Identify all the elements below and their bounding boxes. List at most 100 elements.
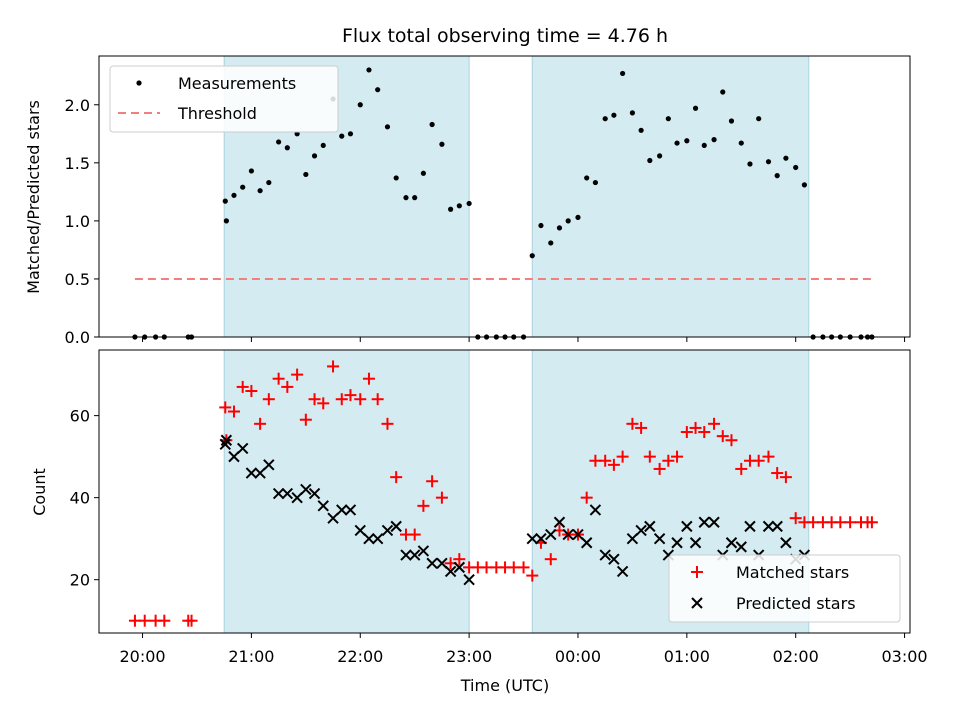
predicted-star-point [725, 537, 738, 549]
bottom-series [128, 360, 878, 627]
predicted-star-point [562, 528, 574, 541]
shaded-interval [223, 349, 470, 634]
predicted-star-point [580, 537, 593, 549]
matched-star-point [254, 417, 267, 430]
top-series [132, 67, 875, 340]
matched-star-point [680, 426, 693, 439]
predicted-star-point [236, 442, 249, 455]
predicted-star-point [535, 532, 547, 545]
predicted-star-point [635, 524, 647, 537]
predicted-star-point [463, 573, 475, 586]
measurement-point [684, 138, 690, 144]
measurement-point [765, 159, 772, 165]
measurement-point [720, 89, 726, 95]
matched-star-point [236, 380, 249, 393]
predicted-star-point [572, 528, 584, 541]
measurement-point [774, 172, 780, 179]
matched-star-point [643, 450, 656, 463]
predicted-star-point [327, 512, 339, 524]
predicted-star-point [291, 491, 303, 504]
measurement-point [565, 218, 571, 224]
measurement-point [222, 198, 228, 204]
matched-star-point [227, 405, 240, 418]
measurement-point [638, 127, 644, 133]
measurement-point [223, 218, 229, 224]
y-tick-label: 1.5 [65, 154, 90, 173]
predicted-star-point [444, 565, 457, 578]
matched-star-point [317, 397, 330, 410]
measurement-point [783, 155, 789, 161]
matched-star-point [417, 499, 430, 512]
predicted-star-point [426, 557, 438, 569]
matched-star-point [281, 380, 294, 393]
top-y-axis-label: Matched/Predicted stars [24, 100, 43, 294]
y-tick-label: 2.0 [65, 96, 90, 115]
top-panel: Flux total observing time = 4.76 h 0.00.… [24, 25, 911, 347]
matched-star-point [671, 450, 684, 463]
bottom-plot-frame [98, 349, 911, 634]
matched-star-point [526, 569, 539, 582]
x-tick-label: 21:00 [228, 647, 274, 666]
predicted-star-point [616, 565, 629, 578]
matched-star-point [327, 360, 340, 373]
matched-star-point [335, 393, 348, 406]
predicted-star-point [689, 537, 702, 549]
matched-star-point [245, 385, 258, 398]
x-axis-label: Time (UTC) [460, 676, 549, 695]
matched-star-point [865, 516, 878, 529]
legend-label-matched: Matched stars [736, 563, 849, 582]
measurement-point [584, 175, 590, 181]
matched-star-point [698, 426, 711, 439]
measurement-point [592, 179, 598, 186]
top-y-ticks: 0.0 0.5 1.0 1.5 2.0 [65, 96, 99, 347]
measurement-point [602, 116, 608, 122]
predicted-star-point [272, 487, 285, 500]
matched-star-point [299, 413, 312, 426]
measurement-point [692, 105, 699, 111]
predicted-star-point [681, 520, 693, 533]
bottom-shaded-intervals [223, 349, 810, 634]
predicted-star-point [608, 553, 620, 565]
predicted-star-point [589, 504, 602, 516]
measurement-point [284, 145, 290, 151]
matched-star-point [708, 417, 721, 430]
matched-star-point [371, 393, 384, 406]
measurement-point [375, 87, 381, 93]
predicted-star-point [698, 516, 710, 528]
matched-star-point [616, 450, 629, 463]
x-tick-label: 20:00 [119, 647, 165, 666]
measurement-point [240, 184, 246, 190]
matched-star-point [599, 454, 612, 467]
matched-star-point [762, 450, 775, 463]
y-tick-label: 40 [70, 489, 90, 508]
measurement-point [384, 124, 391, 130]
measurement-point [629, 110, 636, 116]
predicted-star-point [300, 483, 312, 496]
predicted-star-point [671, 537, 683, 549]
measurement-point [403, 195, 409, 201]
predicted-star-point [381, 524, 394, 537]
measurement-point [366, 67, 372, 73]
matched-star-point [689, 421, 702, 434]
predicted-star-point [344, 504, 357, 516]
measurement-point [339, 133, 345, 139]
measurement-point [611, 112, 617, 118]
matched-star-point [789, 512, 802, 525]
legend-label-predicted: Predicted stars [736, 594, 856, 613]
matched-star-point [426, 475, 439, 488]
matched-star-point [185, 614, 198, 627]
predicted-star-point [336, 504, 348, 516]
measurement-point [429, 121, 435, 128]
matched-star-point [453, 553, 466, 566]
y-tick-label: 20 [70, 571, 90, 590]
predicted-star-point [371, 532, 384, 545]
measurement-point [439, 141, 445, 147]
matched-star-point [362, 372, 375, 385]
x-tick-label: 00:00 [555, 647, 601, 666]
legend-label-threshold: Threshold [177, 104, 257, 123]
predicted-star-point [281, 487, 294, 500]
measurement-point [412, 195, 418, 201]
matched-star-point [408, 528, 421, 541]
matched-star-point [626, 417, 639, 430]
